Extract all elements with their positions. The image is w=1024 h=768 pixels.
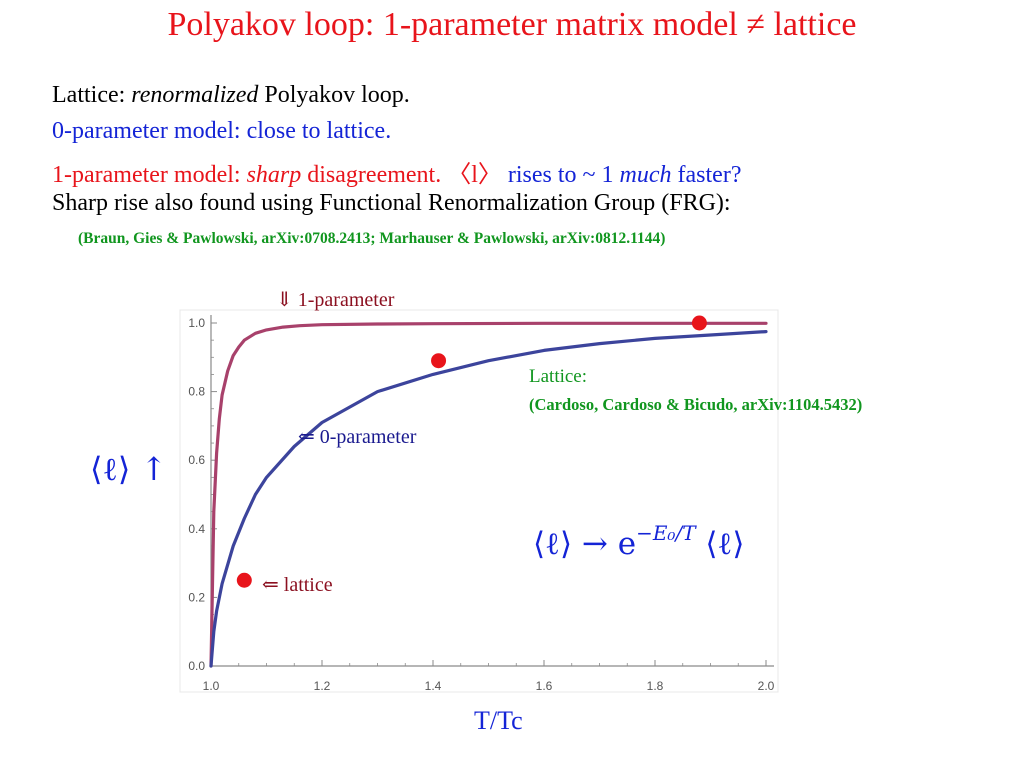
x-tick-label: 1.4 [425, 679, 442, 693]
one-param-blue-a: rises to ~ 1 [507, 162, 620, 188]
zero-param-annotation: ⇐ 0-parameter [298, 426, 417, 448]
x-tick-label: 2.0 [758, 679, 775, 693]
lattice-point [431, 353, 447, 369]
y-tick-label: 1.0 [188, 316, 205, 330]
lattice-point [236, 572, 252, 588]
zero-param-curve [209, 330, 768, 668]
one-param-blue-b: faster? [671, 162, 742, 188]
plot-area-background [179, 309, 779, 693]
x-tick-label: 1.0 [203, 679, 220, 693]
x-tick-label: 1.8 [647, 679, 664, 693]
lattice-line-em: renormalized [131, 82, 259, 108]
y-tick-label: 0.0 [188, 659, 205, 673]
y-tick-label: 0.6 [188, 453, 205, 467]
text-frg-line: Sharp rise also found using Functional R… [52, 190, 731, 216]
y-axis-label: ⟨ℓ⟩ ↑ [90, 450, 168, 488]
one-param-blue-em: much [619, 162, 672, 188]
formula: ⟨ℓ⟩ → e−E₀/T ⟨ℓ⟩ [533, 521, 744, 562]
chart-layer: 1.0 1.2 1.4 1.6 1.8 2.0 0.0 0.2 0.4 0.6 0.8 1.0 [188, 315, 775, 693]
lattice-annotation: ⇐ lattice [262, 574, 333, 596]
one-param-em: sharp [246, 162, 302, 188]
slide-title: Polyakov loop: 1-parameter matrix model … [167, 6, 857, 43]
lattice-line-post: Polyakov loop. [258, 82, 410, 108]
formula-exponent: −E₀/T [636, 521, 696, 545]
one-param-mid: disagreement. 〈l〉 [301, 162, 508, 188]
one-param-annotation: ⇓ 1-parameter [276, 289, 395, 311]
text-zero-param-line: 0-parameter model: close to lattice. [52, 118, 392, 144]
lattice-line-pre: Lattice: [52, 82, 132, 108]
y-tick-label: 0.2 [188, 590, 205, 604]
frg-reference: (Braun, Gies & Pawlowski, arXiv:0708.241… [78, 230, 666, 247]
formula-lhs: ⟨ℓ⟩ → e [533, 526, 637, 562]
x-tick-label: 1.6 [536, 679, 553, 693]
x-tick-label: 1.2 [314, 679, 331, 693]
lattice-point [691, 315, 707, 331]
x-axis-label: T/Tc [474, 706, 523, 735]
formula-rhs: ⟨ℓ⟩ [695, 526, 745, 562]
y-tick-label: 0.4 [188, 522, 205, 536]
lattice-note: Lattice: [529, 366, 588, 387]
text-lattice-line: Lattice: renormalized Polyakov loop. [52, 82, 410, 109]
text-one-param-line: 1-parameter model: sharp disagreement. 〈… [52, 154, 741, 189]
y-tick-label: 0.8 [188, 385, 205, 399]
one-param-curve [209, 321, 768, 668]
one-param-pre: 1-parameter model: [52, 162, 247, 188]
lattice-reference: (Cardoso, Cardoso & Bicudo, arXiv:1104.5… [529, 395, 863, 414]
